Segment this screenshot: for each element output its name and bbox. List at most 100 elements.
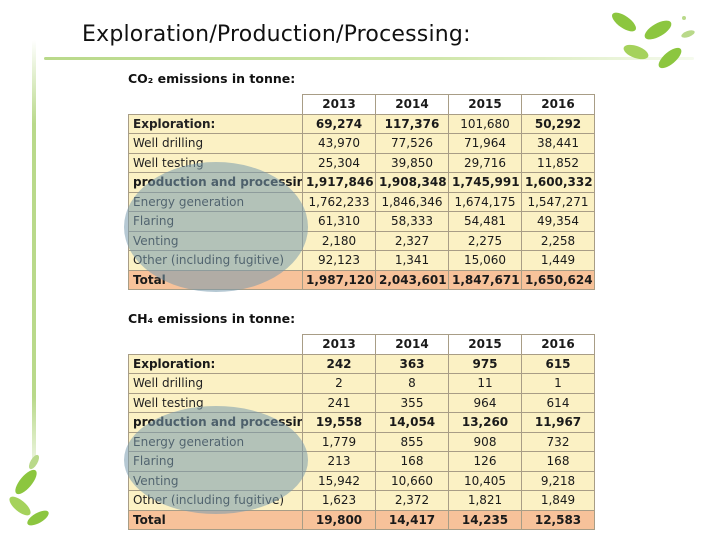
co2-table-row: Venting 2,180 2,327 2,275 2,258 (128, 230, 595, 251)
ch4-table-row: Total 19,800 14,417 14,235 12,583 (128, 509, 595, 530)
co2-value-cell: 69,274 (302, 113, 376, 134)
slide-title: Exploration/Production/Processing: (82, 22, 471, 47)
co2-table-row: Exploration: 69,274 117,376 101,680 50,292 (128, 113, 595, 134)
co2-value-cell: 1,341 (375, 250, 449, 271)
co2-value-cell: 15,060 (448, 250, 522, 271)
ch4-value-cell: 363 (375, 353, 449, 374)
ch4-value-cell: 855 (375, 431, 449, 452)
ch4-value-cell: 242 (302, 353, 376, 374)
title-underline (44, 57, 694, 60)
ch4-row-label: Well testing (128, 392, 303, 413)
ch4-table-heading: CH₄ emissions in tonne: (128, 311, 296, 326)
co2-row-label: Exploration: (128, 113, 303, 134)
co2-emissions-section: CO₂ emissions in tonne: 2013 2014 2015 2016… (128, 70, 595, 290)
co2-value-cell: 77,526 (375, 133, 449, 154)
ch4-row-label: Venting (128, 470, 303, 491)
co2-value-cell: 11,852 (521, 152, 595, 173)
co2-value-cell: 61,310 (302, 211, 376, 232)
co2-value-cell: 117,376 (375, 113, 449, 134)
ch4-year-header: 2016 (521, 334, 595, 355)
ch4-value-cell: 732 (521, 431, 595, 452)
ch4-value-cell: 13,260 (448, 412, 522, 433)
ch4-value-cell: 19,800 (302, 509, 376, 530)
ch4-value-cell: 14,417 (375, 509, 449, 530)
co2-value-cell: 39,850 (375, 152, 449, 173)
ch4-table-row: Energy generation 1,779 855 908 732 (128, 431, 595, 452)
co2-row-label: Other (including fugitive) (128, 250, 303, 271)
ch4-value-cell: 1,779 (302, 431, 376, 452)
leaf-cluster-top-right-icon (612, 12, 695, 69)
ch4-value-cell: 355 (375, 392, 449, 413)
ch4-value-cell: 964 (448, 392, 522, 413)
co2-value-cell: 1,547,271 (521, 191, 595, 212)
ch4-value-cell: 126 (448, 451, 522, 472)
co2-header-row: 2013 2014 2015 2016 (128, 94, 595, 115)
ch4-row-label: Total (128, 509, 303, 530)
co2-table-row: Well testing 25,304 39,850 29,716 11,852 (128, 152, 595, 173)
ch4-emissions-section: CH₄ emissions in tonne: 2013 2014 2015 2016… (128, 310, 595, 530)
ch4-value-cell: 615 (521, 353, 595, 374)
co2-value-cell: 71,964 (448, 133, 522, 154)
ch4-year-header: 2014 (375, 334, 449, 355)
co2-table-row: production and processing: 1,917,846 1,908… (128, 172, 595, 193)
ch4-value-cell: 14,235 (448, 509, 522, 530)
co2-value-cell: 2,043,601 (375, 269, 449, 290)
ch4-value-cell: 19,558 (302, 412, 376, 433)
ch4-table-row: Flaring 213 168 126 168 (128, 451, 595, 472)
leaf-cluster-bottom-left-icon (9, 454, 49, 526)
co2-table-row: Energy generation 1,762,233 1,846,346 1,674… (128, 191, 595, 212)
co2-row-label: Well drilling (128, 133, 303, 154)
co2-value-cell: 49,354 (521, 211, 595, 232)
co2-value-cell: 50,292 (521, 113, 595, 134)
co2-row-label: Energy generation (128, 191, 303, 212)
co2-value-cell: 29,716 (448, 152, 522, 173)
co2-value-cell: 43,970 (302, 133, 376, 154)
co2-value-cell: 1,449 (521, 250, 595, 271)
co2-value-cell: 38,441 (521, 133, 595, 154)
co2-value-cell: 1,847,671 (448, 269, 522, 290)
ch4-value-cell: 2,372 (375, 490, 449, 511)
co2-year-header: 2016 (521, 94, 595, 115)
ch4-row-label: Flaring (128, 451, 303, 472)
ch4-table-row: Well testing 241 355 964 614 (128, 392, 595, 413)
co2-value-cell: 101,680 (448, 113, 522, 134)
co2-value-cell: 92,123 (302, 250, 376, 271)
ch4-row-label: Exploration: (128, 353, 303, 374)
ch4-value-cell: 1,821 (448, 490, 522, 511)
ch4-value-cell: 12,583 (521, 509, 595, 530)
co2-value-cell: 54,481 (448, 211, 522, 232)
co2-year-header: 2013 (302, 94, 376, 115)
ch4-value-cell: 213 (302, 451, 376, 472)
co2-value-cell: 1,674,175 (448, 191, 522, 212)
ch4-table-row: Other (including fugitive) 1,623 2,372 1,82… (128, 490, 595, 511)
ch4-emissions-table: 2013 2014 2015 2016 Exploration: 242 363 975 615… (128, 334, 595, 530)
ch4-value-cell: 908 (448, 431, 522, 452)
ch4-table-row: Exploration: 242 363 975 615 (128, 353, 595, 374)
co2-value-cell: 58,333 (375, 211, 449, 232)
ch4-value-cell: 8 (375, 373, 449, 394)
ch4-value-cell: 1 (521, 373, 595, 394)
co2-value-cell: 1,917,846 (302, 172, 376, 193)
ch4-value-cell: 614 (521, 392, 595, 413)
co2-header-blank (128, 94, 303, 115)
ch4-value-cell: 1,623 (302, 490, 376, 511)
ch4-value-cell: 11 (448, 373, 522, 394)
co2-row-label: production and processing: (128, 172, 303, 193)
co2-table-row: Well drilling 43,970 77,526 71,964 38,441 (128, 133, 595, 154)
ch4-table-row: Well drilling 2 8 11 1 (128, 373, 595, 394)
co2-value-cell: 2,327 (375, 230, 449, 251)
co2-value-cell: 1,745,991 (448, 172, 522, 193)
ch4-table-row: Venting 15,942 10,660 10,405 9,218 (128, 470, 595, 491)
co2-year-header: 2015 (448, 94, 522, 115)
ch4-value-cell: 1,849 (521, 490, 595, 511)
ch4-row-label: Energy generation (128, 431, 303, 452)
co2-row-label: Well testing (128, 152, 303, 173)
ch4-header-blank (128, 334, 303, 355)
ch4-header-row: 2013 2014 2015 2016 (128, 334, 595, 355)
co2-table-row: Other (including fugitive) 92,123 1,341 15,… (128, 250, 595, 271)
co2-value-cell: 2,275 (448, 230, 522, 251)
co2-table-heading: CO₂ emissions in tonne: (128, 71, 296, 86)
ch4-table-row: production and processing: 19,558 14,054 13… (128, 412, 595, 433)
co2-value-cell: 1,650,624 (521, 269, 595, 290)
ch4-value-cell: 2 (302, 373, 376, 394)
